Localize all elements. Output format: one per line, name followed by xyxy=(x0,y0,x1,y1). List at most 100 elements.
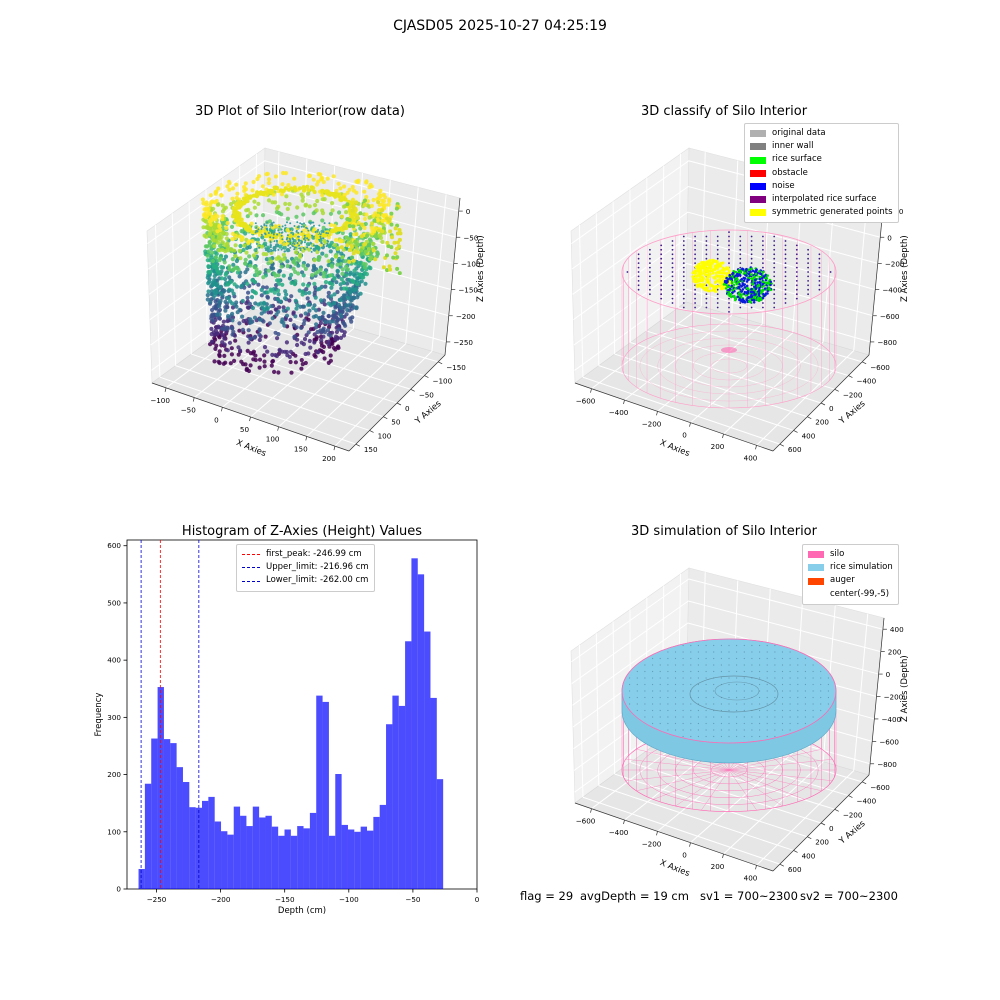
data-point xyxy=(352,305,357,310)
data-point xyxy=(265,290,270,295)
data-point xyxy=(274,249,277,252)
data-point xyxy=(226,314,231,319)
data-point xyxy=(239,201,243,206)
data-point xyxy=(285,216,290,221)
data-point xyxy=(270,250,273,253)
data-point xyxy=(286,183,291,188)
data-point xyxy=(311,234,313,237)
data-point xyxy=(246,240,251,245)
data-point xyxy=(266,198,272,203)
data-point xyxy=(371,197,376,203)
data-point xyxy=(265,224,268,227)
data-point xyxy=(257,332,262,337)
data-point xyxy=(315,350,320,355)
interpolated-point xyxy=(716,257,719,260)
legend-swatch xyxy=(750,182,766,190)
y-tick xyxy=(807,416,812,420)
interpolated-point xyxy=(671,288,674,291)
data-point xyxy=(312,353,317,358)
data-point xyxy=(270,352,275,357)
data-point xyxy=(282,323,287,328)
data-point xyxy=(362,225,367,231)
data-point xyxy=(376,213,381,218)
data-point xyxy=(258,190,263,195)
data-point xyxy=(301,212,306,217)
interpolated-point xyxy=(682,284,685,287)
data-point xyxy=(243,261,248,266)
data-point xyxy=(269,246,272,249)
data-point xyxy=(213,213,218,218)
legend-swatch xyxy=(808,564,824,572)
data-point xyxy=(210,258,215,264)
data-point xyxy=(233,218,238,223)
data-point xyxy=(291,310,296,315)
y-tick-label: 300 xyxy=(107,713,121,722)
data-point xyxy=(277,229,280,232)
data-point xyxy=(351,272,356,277)
y-tick-label: 600 xyxy=(788,445,802,454)
interpolated-point xyxy=(682,302,685,304)
histogram-bar xyxy=(240,815,247,889)
data-point xyxy=(333,305,338,310)
grid-line xyxy=(573,237,876,321)
interpolated-point xyxy=(705,293,708,296)
data-point xyxy=(221,319,226,324)
data-point xyxy=(373,257,378,262)
data-point xyxy=(303,238,305,240)
data-point xyxy=(231,186,236,191)
y-tick-label: 200 xyxy=(107,770,121,779)
data-point xyxy=(230,301,235,306)
data-point xyxy=(336,302,341,308)
grid-line xyxy=(595,213,600,366)
y-tick xyxy=(410,388,415,392)
interpolated-point xyxy=(694,253,696,256)
data-point xyxy=(265,349,270,354)
data-point xyxy=(223,272,228,277)
data-point xyxy=(326,239,329,242)
y-tick xyxy=(383,416,388,420)
z-tick-label: 0 xyxy=(466,207,471,216)
data-point xyxy=(277,305,282,310)
data-point xyxy=(294,256,299,261)
data-point xyxy=(314,231,317,233)
histogram-bar xyxy=(392,695,399,889)
data-point xyxy=(317,228,320,231)
data-point xyxy=(288,359,293,365)
data-point xyxy=(319,348,324,353)
interpolated-point xyxy=(716,248,719,251)
silo-center xyxy=(721,347,737,353)
data-point xyxy=(280,189,285,194)
data-point xyxy=(255,242,258,245)
data-point xyxy=(295,342,300,348)
histogram-bar xyxy=(252,806,260,889)
data-point xyxy=(215,281,220,286)
data-point xyxy=(311,314,316,319)
data-point xyxy=(328,211,334,216)
interpolated-point xyxy=(649,262,651,264)
interpolated-point xyxy=(682,248,685,251)
data-point xyxy=(266,310,271,315)
data-point xyxy=(330,208,335,213)
histogram-bar xyxy=(189,807,196,889)
data-point xyxy=(304,239,307,242)
data-point xyxy=(293,269,298,274)
z-tick-label: −250 xyxy=(453,338,473,347)
data-point xyxy=(351,258,356,263)
data-point xyxy=(272,233,275,236)
data-point xyxy=(344,312,349,317)
data-point xyxy=(247,301,252,306)
legend-swatch xyxy=(750,130,766,138)
data-point xyxy=(347,259,352,264)
data-point xyxy=(332,292,337,297)
interpolated-point xyxy=(660,275,663,278)
data-point xyxy=(318,321,323,326)
legend-item-auger: auger xyxy=(808,574,893,587)
interpolated-point xyxy=(705,253,708,256)
x-tick xyxy=(249,416,251,422)
data-point xyxy=(326,360,331,365)
status-flag: flag = 29 xyxy=(520,889,574,903)
data-point xyxy=(229,279,234,284)
data-point xyxy=(230,326,235,331)
data-point xyxy=(214,251,219,256)
